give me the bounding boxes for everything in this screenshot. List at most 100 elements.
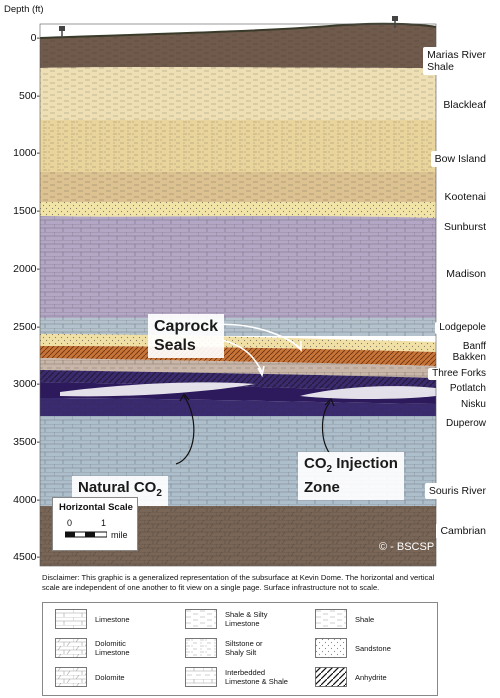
injection-zone-line-2: Zone [304,479,340,496]
formation-label-line: Nisku [460,399,486,410]
formation-label: Blackleaf [439,97,490,113]
formation-label-line: Souris River [428,485,486,497]
formation-label: Duperow [441,418,490,430]
formation-label-line: Sunburst [443,221,486,233]
natural-co2-text: Natural CO [78,479,157,496]
legend-label: Anhydrite [355,673,387,682]
legend-label: Sandstone [355,644,391,653]
injection-rest: Injection [332,455,398,472]
limestone-pattern-icon [55,609,87,629]
legend-label: Limestone [95,615,130,624]
formation-label-line: Marias River [427,49,486,61]
formation-label: Nisku [456,399,490,411]
legend-label: Interbedded Limestone & Shale [225,668,288,686]
formation-label: Sunburst [439,219,490,235]
horizontal-scale-box: Horizontal Scale 0 1 mile [52,497,138,551]
y-tick-label: 2000- [13,262,40,275]
legend-label: Shale [355,615,374,624]
formation-label: Kootenai [440,189,490,205]
y-tick-label: 3500- [13,435,40,448]
legend-label-line: Limestone [95,615,130,624]
formation-label-line: Bow Island [434,153,486,165]
dolomite-pattern-icon [55,667,87,687]
legend-label: Siltstone or Shaly Silt [225,639,263,657]
y-tick-label: 3000- [13,378,40,391]
formation-label-line: Banff [462,341,486,352]
y-tick-label: 1500- [13,205,40,218]
injection-arrow [321,401,331,455]
y-tick-label: 1000- [13,147,40,160]
y-tick-label: 4000- [13,493,40,506]
lithology-legend: Limestone Dolomitic Limestone Dolomite Shale… [42,602,438,696]
formation-label-line: Kootenai [444,191,486,203]
y-tick-label: 500- [18,89,40,102]
caprock-line-2: Seals [154,337,196,354]
axis-title: Depth (ft) [4,4,44,15]
natural-co2-lens [60,382,255,397]
legend-label: Shale & Silty Limestone [225,610,268,628]
legend-label-line: Limestone [225,619,260,628]
disclaimer: Disclaimer: This graphic is a generalize… [42,573,435,592]
legend-label-line: Shale & Silty [225,610,268,619]
shale-pattern-icon [315,609,347,629]
dolomitic-limestone-pattern-icon [55,638,87,658]
legend-label-line: Interbedded [225,668,266,677]
natural-co2-arrow [175,395,195,465]
formation-label: Marias River Shale [423,47,490,75]
caprock-seals-label: Caprock Seals [148,314,225,358]
injection-co-text: CO [304,455,327,472]
legend-label: Dolomite [95,673,125,682]
formation-label: Cambrian [436,523,490,539]
formation-label: Potlatch [445,383,490,395]
scale-one: 1 [101,518,107,528]
y-tick-label: 0- [30,32,40,44]
copyright: © - BSCSP [379,541,435,553]
legend-label-line: Siltstone or [225,639,263,648]
formation-label-line: Blackleaf [443,99,486,111]
formation-label-line: Bakken [452,352,486,363]
formation-label-line: Three Forks [432,368,486,379]
formation-label-line: Shale [427,61,454,73]
formation-label-line: Lodgepole [439,322,486,333]
formation-label: Souris River [424,483,490,499]
formation-label-line: Potlatch [449,383,486,394]
formation-label: Three Forks [428,368,490,380]
formation-label-line: Duperow [445,418,486,429]
formation-label: Banff [458,341,490,353]
legend-label: Dolomitic Limestone [95,639,130,657]
sandstone-pattern-icon [315,638,347,658]
well-icon [392,16,398,28]
formation-label-line: Madison [446,268,486,280]
anhydrite-pattern-icon [315,667,347,687]
y-tick-label: 4500- [13,551,40,564]
scale-zero: 0 [67,518,73,528]
scale-title: Horizontal Scale [59,502,133,513]
injection-sub: 2 [326,464,333,475]
formation-label-line: Cambrian [440,525,486,537]
legend-label-line: Limestone [95,648,130,657]
caprock-arrow [221,339,263,373]
legend-label-line: Limestone & Shale [225,677,288,686]
y-tick-label: 2500- [13,320,40,333]
legend-label-line: Sandstone [355,644,391,653]
legend-label-line: Shaly Silt [225,648,257,657]
scale-bar [65,531,107,538]
siltstone-pattern-icon [185,638,217,658]
scale-unit: mile [111,530,128,540]
legend-label-line: Anhydrite [355,673,387,682]
formation-label: Bakken [448,352,490,364]
formation-label: Lodgepole [435,322,490,334]
legend-label-line: Shale [355,615,375,624]
formation-label: Madison [442,266,490,282]
caprock-line-1: Caprock [154,318,219,335]
interbedded-pattern-icon [185,667,217,687]
legend-label-line: Dolomite [95,673,125,682]
natural-co2-sub: 2 [156,488,162,499]
formation-label: Bow Island [430,151,490,167]
injection-co2-lens [300,386,436,399]
legend-label-line: Dolomitic [95,639,126,648]
injection-zone-label: CO2 Injection Zone [298,452,404,500]
well-icon [59,26,65,38]
